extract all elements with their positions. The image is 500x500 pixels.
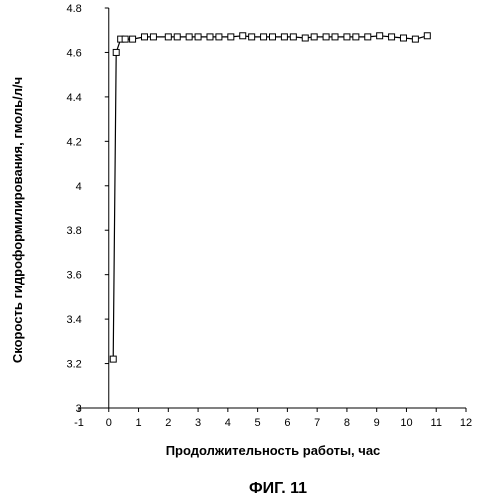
y-tick-label: 3.8 [66,225,81,237]
tick-marks [79,8,466,412]
data-point [377,33,383,39]
x-tick-labels: -10123456789101112 [74,417,472,429]
y-tick-label: 4.6 [66,47,81,59]
data-point [412,36,418,42]
series [110,33,430,362]
x-tick-label: 1 [135,417,141,429]
data-point [389,34,395,40]
data-point [249,34,255,40]
x-tick-label: 11 [431,417,442,429]
x-tick-label: 3 [195,417,201,429]
y-tick-label: 4.4 [66,92,81,104]
data-point [195,34,201,40]
series-line [113,36,427,359]
data-point [240,33,246,39]
y-tick-label: 3 [76,403,82,415]
data-point [186,34,192,40]
x-tick-label: -1 [74,417,84,429]
data-point [311,34,317,40]
x-tick-label: 2 [165,417,171,429]
data-point [290,34,296,40]
y-tick-label: 3.4 [66,314,81,326]
axes [79,8,466,408]
y-tick-label: 4.8 [66,3,81,15]
y-tick-label: 3.6 [66,270,81,282]
data-point [122,36,128,42]
data-point [344,34,350,40]
y-tick-labels: 3 3.2 3.4 3.6 3.8 4 4.2 4.4 4.6 4.8 [66,3,81,415]
data-point [141,34,147,40]
y-tick-label: 4.2 [66,136,81,148]
data-point [216,34,222,40]
data-point [353,34,359,40]
data-point [165,34,171,40]
data-point [270,34,276,40]
y-axis-title: Скорость гидроформилирования, гмоль/л/ч [10,77,25,363]
data-point [228,34,234,40]
x-tick-label: 5 [255,417,261,429]
x-tick-label: 8 [344,417,350,429]
data-point [332,34,338,40]
data-point [113,49,119,55]
data-point [110,356,116,362]
data-point [323,34,329,40]
figure-caption: ФИГ. 11 [249,480,307,497]
data-point [207,34,213,40]
data-point [365,34,371,40]
data-point [174,34,180,40]
x-axis-title: Продолжительность работы, час [166,443,381,458]
y-tick-label: 3.2 [66,359,81,371]
data-point [302,35,308,41]
x-tick-label: 6 [284,417,290,429]
data-point [150,34,156,40]
x-tick-label: 9 [374,417,380,429]
data-point [281,34,287,40]
x-tick-label: 12 [460,417,472,429]
x-tick-label: 4 [225,417,231,429]
x-tick-label: 10 [400,417,412,429]
x-tick-label: 0 [106,417,112,429]
data-point [400,35,406,41]
y-tick-label: 4 [76,181,82,193]
x-tick-label: 7 [314,417,320,429]
data-point [130,36,136,42]
data-point [424,33,430,39]
data-point [261,34,267,40]
